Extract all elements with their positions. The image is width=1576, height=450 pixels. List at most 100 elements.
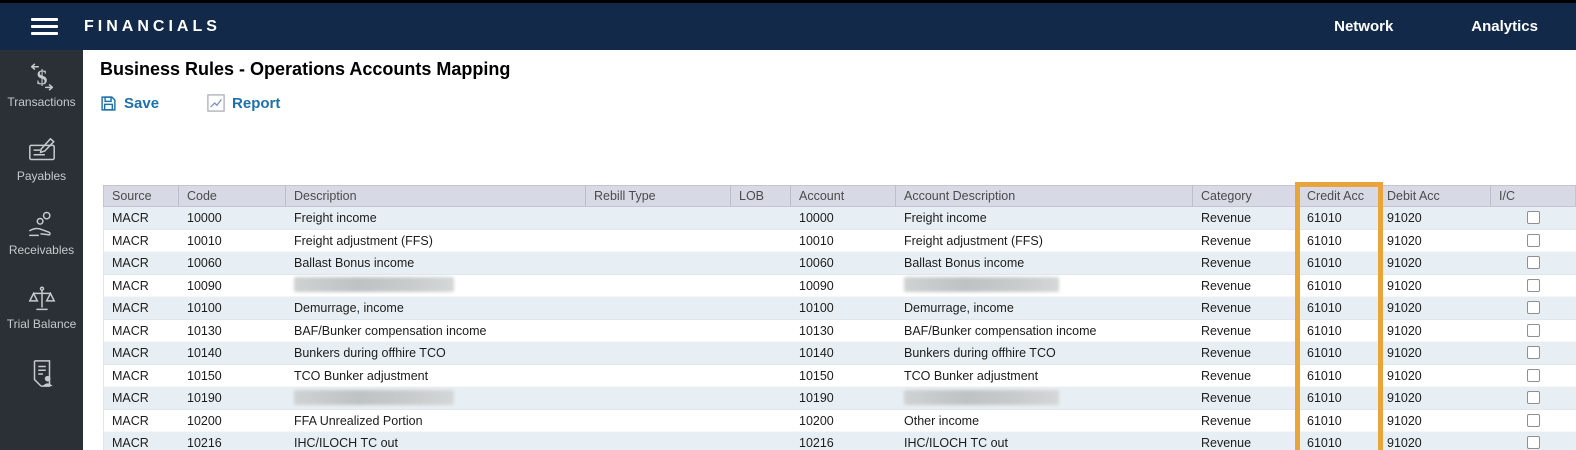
cell-credit-acc: 61010	[1307, 211, 1342, 225]
column-header-debit-acc[interactable]: Debit Acc	[1379, 186, 1491, 206]
cell-credit-acc: 61010	[1307, 436, 1342, 450]
column-header-account-description[interactable]: Account Description	[896, 186, 1193, 206]
ic-checkbox[interactable]	[1527, 346, 1540, 359]
column-header-code[interactable]: Code	[179, 186, 286, 206]
sidebar-item-transactions[interactable]: $ Transactions	[3, 62, 81, 109]
sidebar-item-trial-balance[interactable]: Trial Balance	[3, 284, 81, 331]
cell-description: Bunkers during offhire TCO	[294, 346, 446, 360]
cell-account-description: BAF/Bunker compensation income	[904, 323, 1097, 338]
ic-checkbox[interactable]	[1527, 301, 1540, 314]
cell-credit-acc: 61010	[1307, 346, 1342, 360]
column-header-rebill-type[interactable]: Rebill Type	[586, 186, 731, 206]
column-header-i-c[interactable]: I/C	[1499, 189, 1515, 203]
table-row[interactable]: MACR 10200 FFA Unrealized Portion 10200 Othe…	[103, 409, 1576, 432]
cell-debit-acc: 91020	[1387, 436, 1422, 450]
cell-source: MACR	[112, 211, 149, 225]
ic-checkbox[interactable]	[1527, 256, 1540, 269]
cell-rebill-type	[586, 365, 731, 387]
ic-checkbox[interactable]	[1527, 233, 1540, 247]
column-header-source[interactable]: Source	[104, 186, 179, 206]
cell-credit-acc: 61010	[1307, 233, 1342, 248]
cell-account-description: Bunkers during offhire TCO	[904, 346, 1056, 360]
cell-code: 10130	[187, 323, 222, 338]
cell-lob	[731, 432, 791, 450]
statements-icon	[33, 360, 53, 387]
main-content: Business Rules - Operations Accounts Map…	[83, 50, 1576, 450]
table-row[interactable]: MACR 10000 Freight income 10000 Freight inco…	[103, 207, 1576, 230]
table-row[interactable]: MACR 10090 10090 Revenue 61010 91020	[103, 274, 1576, 297]
column-header-category[interactable]: Category	[1193, 186, 1299, 206]
cell-account-description: Demurrage, income	[904, 301, 1014, 315]
sidebar-item-label: Receivables	[8, 243, 75, 257]
table-row[interactable]: MACR 10150 TCO Bunker adjustment 10150 TCO B…	[103, 364, 1576, 387]
cell-debit-acc: 91020	[1387, 323, 1422, 338]
table-row[interactable]: MACR 10100 Demurrage, income 10100 Demurrage…	[103, 297, 1576, 320]
sidebar-item-label: Transactions	[7, 95, 76, 109]
cell-category: Revenue	[1201, 233, 1252, 248]
ic-checkbox[interactable]	[1527, 211, 1540, 224]
cell-debit-acc: 91020	[1387, 346, 1422, 360]
cell-lob	[731, 342, 791, 364]
cell-code: 10190	[187, 391, 222, 405]
column-header-lob[interactable]: LOB	[731, 186, 791, 206]
cell-ic	[1491, 410, 1576, 432]
cell-account: 10216	[799, 436, 834, 450]
nav-analytics[interactable]: Analytics	[1471, 18, 1538, 35]
report-button-label: Report	[232, 94, 281, 112]
cell-source: MACR	[112, 346, 149, 360]
ic-checkbox[interactable]	[1527, 391, 1540, 404]
cell-ic	[1491, 230, 1576, 252]
ic-checkbox[interactable]	[1527, 436, 1540, 449]
cell-category: Revenue	[1201, 346, 1252, 360]
cell-description	[286, 275, 586, 297]
sidebar-item-statements[interactable]	[3, 358, 81, 388]
cell-credit-acc: 61010	[1307, 413, 1342, 428]
cell-ic	[1491, 432, 1576, 450]
cell-rebill-type	[586, 252, 731, 274]
cell-source: MACR	[112, 278, 149, 293]
sidebar-item-label: Payables	[16, 169, 67, 183]
cell-account: 10200	[799, 413, 834, 428]
ic-checkbox[interactable]	[1527, 368, 1540, 382]
cell-debit-acc: 91020	[1387, 211, 1422, 225]
cell-lob	[731, 275, 791, 297]
cell-lob	[731, 207, 791, 229]
cell-account: 10130	[799, 323, 834, 338]
column-header-description[interactable]: Description	[286, 186, 586, 206]
cell-lob	[731, 320, 791, 342]
save-button-label: Save	[124, 94, 160, 112]
ic-checkbox[interactable]	[1527, 278, 1540, 292]
cell-ic	[1491, 252, 1576, 274]
table-row[interactable]: MACR 10130 BAF/Bunker compensation income 1…	[103, 319, 1576, 342]
transactions-icon: $	[30, 63, 53, 91]
cell-description: TCO Bunker adjustment	[294, 368, 429, 383]
table-body: MACR 10000 Freight income 10000 Freight inco…	[103, 207, 1576, 450]
cell-source: MACR	[112, 233, 149, 248]
menu-icon[interactable]	[31, 18, 58, 35]
table-row[interactable]: MACR 10216 IHC/ILOCH TC out 10216 IHC/ILOCH …	[103, 432, 1576, 450]
cell-description: IHC/ILOCH TC out	[294, 436, 398, 450]
top-navbar: FINANCIALS Network Analytics	[0, 3, 1576, 50]
cell-source: MACR	[112, 391, 149, 405]
save-icon	[101, 95, 116, 111]
nav-network[interactable]: Network	[1334, 18, 1394, 35]
save-button[interactable]: Save	[100, 95, 159, 112]
table-row[interactable]: MACR 10060 Ballast Bonus income 10060 Ballas…	[103, 252, 1576, 275]
table-row[interactable]: MACR 10140 Bunkers during offhire TCO 10140…	[103, 342, 1576, 365]
cell-account-description: Freight adjustment (FFS)	[904, 233, 1043, 248]
table-row[interactable]: MACR 10010 Freight adjustment (FFS) 10010 Fr…	[103, 229, 1576, 252]
redacted-text	[294, 389, 454, 405]
ic-checkbox[interactable]	[1527, 413, 1540, 427]
ic-checkbox[interactable]	[1527, 323, 1540, 337]
app-title: FINANCIALS	[84, 17, 221, 35]
cell-description: Ballast Bonus income	[294, 256, 415, 270]
table-row[interactable]: MACR 10190 10190 Revenue 61010 91020	[103, 387, 1576, 410]
report-button[interactable]: Report	[207, 94, 280, 112]
column-header-account[interactable]: Account	[791, 186, 896, 206]
sidebar-item-receivables[interactable]: Receivables	[3, 210, 81, 257]
cell-lob	[731, 410, 791, 432]
sidebar-item-payables[interactable]: Payables	[3, 136, 81, 183]
redacted-text	[904, 277, 1059, 293]
column-header-credit-acc[interactable]: Credit Acc	[1299, 186, 1379, 206]
cell-description: Demurrage, income	[294, 301, 404, 315]
